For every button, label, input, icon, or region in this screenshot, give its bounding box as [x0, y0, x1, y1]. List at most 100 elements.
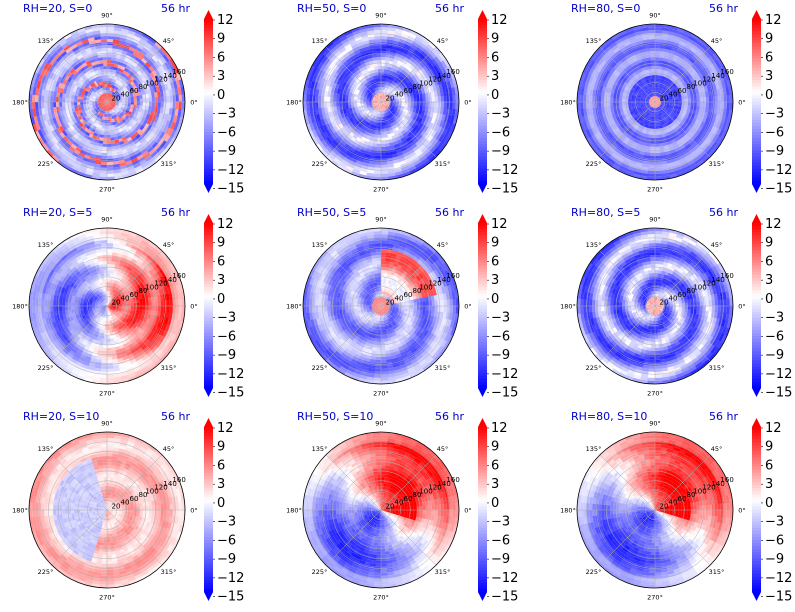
field-cell — [380, 36, 388, 40]
field-cell — [339, 102, 343, 107]
field-cell — [100, 69, 105, 73]
field-cell — [110, 78, 114, 82]
field-cell — [420, 118, 426, 125]
field-cell — [149, 125, 155, 132]
field-cell — [89, 96, 93, 100]
colorbar-step — [478, 28, 487, 32]
field-cell — [61, 115, 66, 121]
field-cell — [115, 91, 119, 95]
field-cell — [59, 88, 64, 94]
field-cell — [327, 44, 336, 52]
field-cell — [373, 176, 382, 180]
field-cell — [351, 96, 355, 100]
field-cell — [365, 92, 369, 96]
field-cell — [95, 113, 99, 118]
field-cell — [419, 154, 428, 162]
field-cell — [147, 88, 152, 94]
field-cell — [379, 116, 382, 120]
field-cell — [384, 63, 389, 67]
field-cell — [379, 96, 381, 100]
field-cell — [309, 94, 313, 103]
field-cell — [354, 94, 359, 98]
field-cell — [55, 141, 63, 150]
field-cell — [99, 176, 108, 180]
field-cell — [385, 48, 392, 52]
field-cell — [167, 67, 174, 76]
field-cell — [365, 109, 369, 113]
field-cell — [45, 70, 52, 79]
field-cell — [181, 93, 185, 102]
field-cell — [93, 57, 99, 62]
field-cell — [349, 131, 355, 138]
colorbar-step — [478, 168, 487, 173]
field-cell — [109, 66, 115, 70]
field-cell — [95, 63, 100, 68]
field-cell — [118, 121, 123, 126]
field-cell — [106, 39, 114, 43]
field-cell — [146, 124, 153, 131]
field-cell — [164, 76, 171, 84]
field-cell — [350, 136, 357, 143]
field-cell — [109, 75, 113, 79]
field-cell — [52, 137, 59, 145]
field-cell — [433, 46, 442, 55]
field-cell — [425, 69, 432, 77]
field-cell — [373, 96, 377, 99]
field-cell — [394, 143, 400, 148]
field-cell — [333, 132, 340, 139]
field-cell — [139, 101, 143, 106]
field-cell — [416, 101, 420, 106]
field-cell — [45, 63, 53, 72]
field-cell — [146, 50, 154, 58]
field-cell — [377, 104, 380, 108]
field-cell — [408, 46, 416, 53]
field-cell — [68, 116, 73, 123]
field-cell — [337, 153, 345, 160]
colorbar-tick-label: 12 — [217, 13, 234, 28]
field-cell — [76, 27, 86, 33]
field-cell — [372, 88, 376, 93]
field-cell — [65, 150, 73, 158]
field-cell — [419, 105, 423, 111]
field-cell — [363, 58, 369, 64]
field-cell — [380, 63, 385, 67]
field-cell — [175, 79, 181, 88]
field-cell — [109, 102, 113, 104]
field-cell — [346, 111, 351, 117]
field-cell — [392, 105, 396, 108]
field-cell — [106, 69, 111, 73]
field-cell — [351, 30, 361, 36]
field-cell — [119, 55, 126, 61]
field-cell — [396, 60, 403, 65]
field-cell — [341, 121, 347, 128]
field-cell — [77, 30, 87, 36]
field-cell — [317, 134, 325, 143]
field-cell — [155, 85, 160, 93]
field-cell — [111, 105, 115, 109]
field-cell — [115, 120, 119, 125]
field-cell — [354, 162, 363, 169]
field-cell — [102, 57, 107, 61]
field-cell — [415, 116, 420, 122]
field-cell — [53, 53, 61, 61]
field-cell — [375, 125, 379, 129]
field-cell — [67, 121, 73, 128]
field-cell — [112, 97, 116, 100]
field-cell — [65, 97, 69, 103]
field-cell — [427, 134, 434, 142]
field-cell — [70, 83, 76, 89]
field-cell — [381, 146, 387, 150]
field-cell — [358, 173, 368, 179]
field-cell — [336, 61, 343, 69]
field-cell — [409, 29, 418, 36]
field-cell — [357, 134, 363, 140]
field-cell — [705, 96, 709, 102]
field-cell — [372, 102, 376, 104]
field-cell — [375, 54, 381, 58]
field-cell — [148, 83, 153, 89]
polar-frame — [28, 23, 186, 181]
field-cell — [383, 102, 387, 105]
field-cell — [121, 115, 126, 119]
field-cell — [392, 159, 400, 164]
field-cell — [392, 103, 396, 105]
